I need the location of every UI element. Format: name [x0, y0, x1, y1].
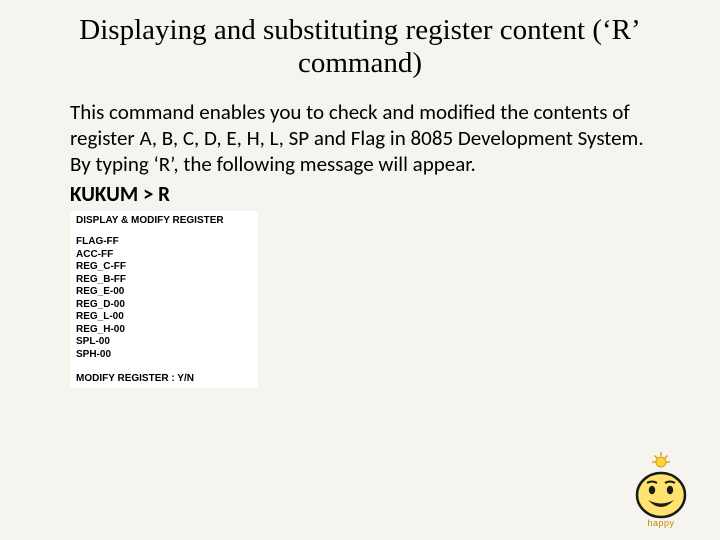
sun-icon: [646, 450, 676, 468]
register-line: REG_E-00: [76, 286, 252, 299]
register-panel-footer: MODIFY REGISTER : Y/N: [76, 373, 252, 384]
register-panel-header: DISPLAY & MODIFY REGISTER: [76, 215, 252, 226]
smiley-face-icon: [634, 470, 688, 520]
register-list: FLAG-FFACC-FFREG_C-FFREG_B-FFREG_E-00REG…: [76, 236, 252, 361]
register-line: ACC-FF: [76, 249, 252, 262]
register-line: SPH-00: [76, 349, 252, 362]
register-panel: DISPLAY & MODIFY REGISTER FLAG-FFACC-FFR…: [70, 211, 258, 388]
register-line: REG_L-00: [76, 311, 252, 324]
register-line: REG_H-00: [76, 324, 252, 337]
slide-title: Displaying and substituting register con…: [0, 0, 720, 81]
happy-emoji: happy: [634, 450, 688, 528]
register-line: SPL-00: [76, 336, 252, 349]
register-line: FLAG-FF: [76, 236, 252, 249]
body-paragraph: This command enables you to check and mo…: [0, 81, 720, 178]
register-line: REG_C-FF: [76, 261, 252, 274]
register-line: REG_B-FF: [76, 274, 252, 287]
register-line: REG_D-00: [76, 299, 252, 312]
command-prompt: KUKUM > R: [0, 177, 720, 207]
